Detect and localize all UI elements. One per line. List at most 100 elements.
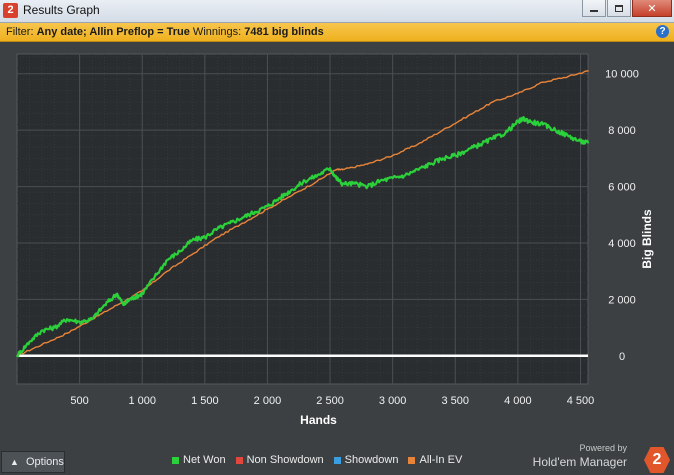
x-tick-label: 2 000 [254,395,282,407]
data-point [103,304,106,306]
minimize-button[interactable] [582,0,606,17]
data-point [335,168,338,171]
y-tick-label: 2 000 [608,294,636,306]
data-point [128,298,131,301]
filter-prefix: Filter: [6,26,37,38]
data-point [166,259,169,261]
data-point [279,197,281,199]
legend-swatch [172,456,179,464]
data-point [542,123,544,126]
help-icon[interactable]: ? [656,25,669,38]
data-point [579,140,582,143]
y-tick-label: 6 000 [608,182,636,194]
results-chart: 500 1 000 1 500 2 000 2 500 3 000 3 500 4 000 4 … [0,42,674,447]
data-point [153,276,156,278]
legend-item[interactable]: Net Won [172,454,226,466]
data-point [316,174,319,177]
data-point [254,211,256,213]
data-point [429,163,432,165]
x-tick-label: 3 500 [442,395,470,407]
data-point [28,340,31,343]
data-point [391,177,394,179]
winnings-label: Winnings: [189,26,245,38]
data-point [229,222,231,225]
legend-item[interactable]: Non Showdown [235,454,324,466]
options-button[interactable]: ▲ Options [1,451,65,473]
data-point [66,332,68,335]
data-point [341,168,344,171]
data-point [204,236,206,239]
data-point [517,120,519,123]
data-point [454,154,457,157]
winnings-value: 7481 big blinds [244,26,324,38]
data-point [416,168,419,171]
x-tick-label: 1 000 [128,395,156,407]
filter-text: Filter: Any date; Allin Preflop = True W… [6,23,324,41]
legend-item[interactable]: All-In EV [408,454,462,466]
data-point [441,129,444,131]
data-point [316,180,319,182]
footer: ▲ Options Net Won Non Showdown Showdown All… [0,443,674,475]
data-point [441,157,444,160]
data-point [122,304,125,306]
window-title: Results Graph [23,3,100,17]
x-tick-label: 1 500 [191,395,219,407]
options-label: Options [26,456,64,468]
filter-bar: Filter: Any date; Allin Preflop = True W… [0,23,674,42]
data-point [567,134,569,137]
y-tick-label: 8 000 [608,125,636,137]
data-point [178,250,181,253]
brand-block: Powered by Hold'em Manager 2 [533,443,670,475]
data-point [366,185,369,188]
data-point [304,180,306,182]
data-point [542,81,544,84]
maximize-icon [615,4,623,12]
data-point [141,290,144,292]
data-point [78,321,81,323]
data-point [241,222,244,225]
data-point [329,167,331,170]
x-tick-label: 4 500 [567,395,595,407]
x-tick-label: 3 000 [379,395,407,407]
data-point [291,188,294,191]
close-button[interactable]: ✕ [632,0,672,17]
data-point [41,343,43,346]
legend-label: Showdown [344,454,399,466]
data-point [366,163,369,165]
data-point [191,239,194,241]
brand-name: Hold'em Manager [532,455,627,469]
close-icon: ✕ [647,2,657,15]
data-point [166,270,169,272]
data-point [479,143,482,146]
data-point [291,194,294,196]
maximize-button[interactable] [607,0,631,17]
data-point [216,236,219,239]
title-bar: 2 Results Graph ✕ [0,0,674,23]
data-point [341,182,344,185]
app-logo-icon: 2 [3,3,18,18]
legend-swatch [235,456,243,464]
data-point [135,295,137,298]
legend-item[interactable]: Showdown [333,454,399,466]
y-tick-label: 0 [619,351,625,363]
data-point [554,129,557,131]
data-point [141,292,144,295]
data-point [466,115,469,117]
data-point [379,180,381,182]
data-point [504,132,507,134]
legend-swatch [333,456,341,464]
minimize-icon [590,10,598,12]
legend-swatch [408,456,416,464]
window-controls: ✕ [581,0,672,17]
data-point [529,120,532,123]
x-tick-label: 4 000 [504,395,532,407]
data-point [335,177,338,179]
data-point [404,174,406,177]
legend-label: Net Won [183,454,226,466]
data-point [354,182,356,185]
data-point [116,292,118,295]
legend-label: Non Showdown [246,454,324,466]
data-point [191,253,194,256]
chevron-up-icon: ▲ [10,457,19,467]
plot-background [16,53,589,385]
